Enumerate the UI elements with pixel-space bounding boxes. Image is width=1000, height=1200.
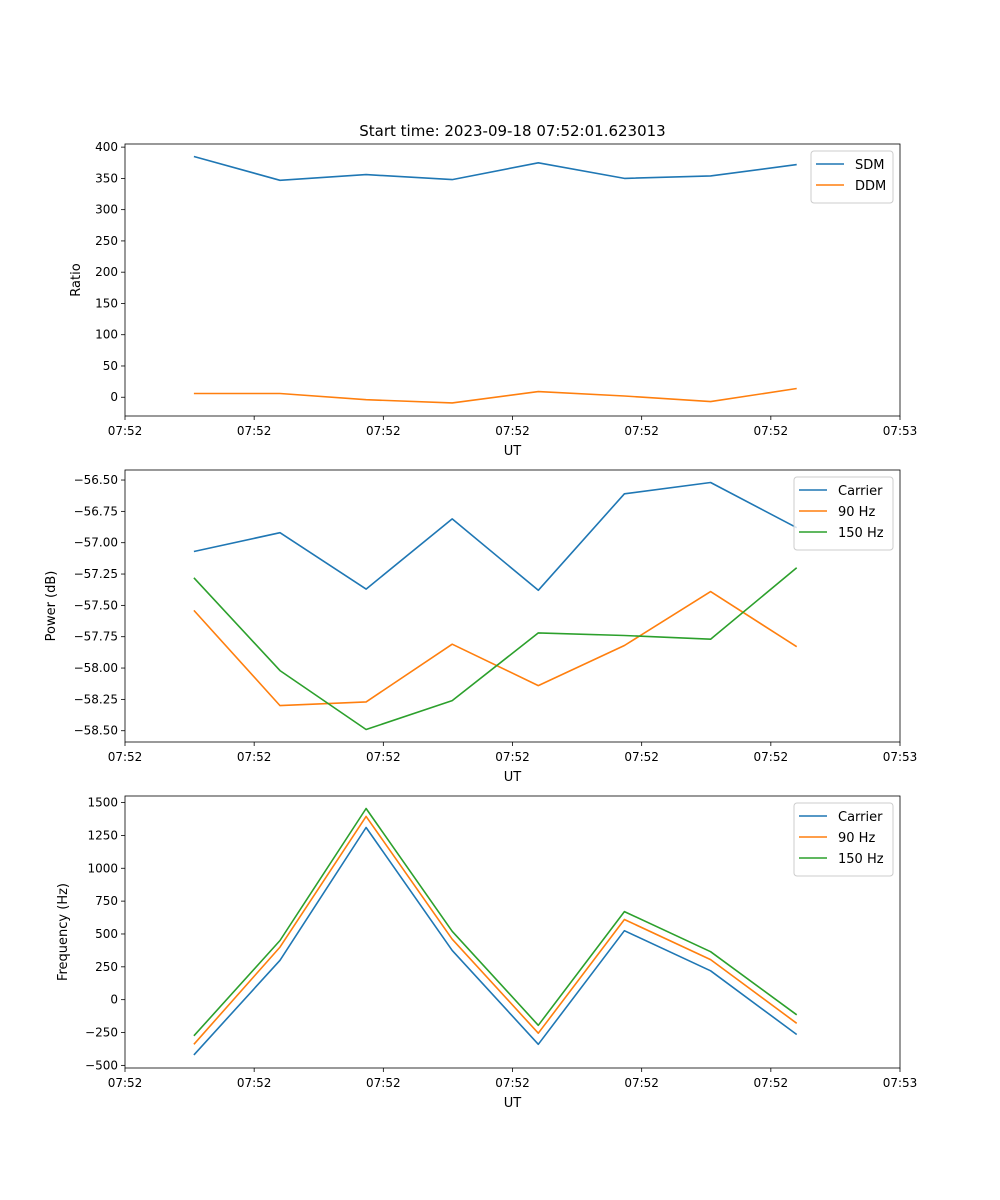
- y-tick-label: −57.50: [74, 598, 118, 612]
- legend-label: 150 Hz: [838, 526, 884, 541]
- series-line-carrier: [193, 826, 798, 1056]
- y-tick-label: −57.00: [74, 536, 118, 550]
- y-tick-label: 350: [95, 171, 118, 185]
- series-line-carrier: [193, 481, 798, 592]
- x-axis-label: UT: [504, 444, 522, 459]
- y-tick-label: −58.00: [74, 661, 118, 675]
- y-tick-label: 1500: [87, 796, 118, 810]
- y-tick-label: 250: [95, 960, 118, 974]
- x-tick-label: 07:52: [754, 1076, 789, 1090]
- y-tick-label: −250: [85, 1026, 118, 1040]
- chart-2: 07:52 07:52 07:52 07:52 07:52 07:52 07:53 −58.5…: [44, 469, 918, 785]
- y-tick-label: 400: [95, 140, 118, 154]
- x-tick-label: 07:52: [624, 1076, 659, 1090]
- legend: Carrier 90 Hz 150 Hz: [793, 802, 894, 877]
- x-tick-label: 07:52: [624, 750, 659, 764]
- series-line-150-hz: [193, 807, 798, 1037]
- y-tick-label: −58.25: [74, 692, 118, 706]
- legend-label: SDM: [855, 158, 884, 173]
- y-axis-label: Power (dB): [44, 571, 59, 642]
- y-tick-label: 50: [103, 359, 118, 373]
- x-axis-label: UT: [504, 770, 522, 785]
- series-line-90-hz: [193, 590, 798, 707]
- x-tick-label: 07:52: [108, 424, 143, 438]
- y-tick-label: 300: [95, 203, 118, 217]
- y-tick-label: −57.75: [74, 630, 118, 644]
- y-tick-label: −57.25: [74, 567, 118, 581]
- y-tick-label: 100: [95, 328, 118, 342]
- series-line-ddm: [193, 387, 797, 404]
- x-tick-label: 07:52: [237, 424, 272, 438]
- y-axis-label: Ratio: [69, 263, 84, 296]
- chart-panels: 07:52 07:52 07:52 07:52 07:52 07:52 07:53 0 50 10…: [44, 140, 917, 1111]
- y-tick-label: −56.75: [74, 504, 118, 518]
- y-tick-label: −56.50: [74, 473, 118, 487]
- y-tick-label: 750: [95, 894, 118, 908]
- legend-label: 90 Hz: [838, 831, 875, 846]
- x-axis-label: UT: [504, 1096, 522, 1111]
- y-axis-label: Frequency (Hz): [56, 883, 71, 981]
- y-tick-label: 1250: [87, 828, 118, 842]
- x-tick-label: 07:52: [495, 424, 530, 438]
- series-line-90-hz: [193, 815, 798, 1045]
- y-tick-label: −58.50: [74, 724, 118, 738]
- x-tick-label: 07:52: [237, 1076, 272, 1090]
- x-tick-label: 07:52: [495, 750, 530, 764]
- y-tick-label: 500: [95, 927, 118, 941]
- x-tick-label: 07:52: [754, 424, 789, 438]
- x-tick-label: 07:52: [495, 1076, 530, 1090]
- y-tick-label: 150: [95, 296, 118, 310]
- legend-label: 90 Hz: [838, 505, 875, 520]
- x-tick-label: 07:52: [624, 424, 659, 438]
- x-tick-label: 07:52: [366, 1076, 401, 1090]
- chart-3: 07:52 07:52 07:52 07:52 07:52 07:52 07:53 −500 −…: [56, 796, 917, 1111]
- legend-label: Carrier: [838, 484, 883, 499]
- legend-label: 150 Hz: [838, 852, 884, 867]
- legend: Carrier 90 Hz 150 Hz: [793, 476, 894, 551]
- series-line-150-hz: [193, 567, 798, 731]
- x-tick-label: 07:52: [108, 1076, 143, 1090]
- x-tick-label: 07:53: [883, 750, 918, 764]
- x-tick-label: 07:52: [754, 750, 789, 764]
- y-tick-label: −500: [85, 1058, 118, 1072]
- legend: SDM DDM: [810, 150, 894, 204]
- y-tick-label: 200: [95, 265, 118, 279]
- series-line-sdm: [193, 155, 797, 182]
- x-tick-label: 07:52: [366, 750, 401, 764]
- chart-1: 07:52 07:52 07:52 07:52 07:52 07:52 07:53 0 50 10…: [69, 140, 917, 459]
- x-tick-label: 07:53: [883, 424, 918, 438]
- x-tick-label: 07:53: [883, 1076, 918, 1090]
- legend-label: DDM: [855, 179, 886, 194]
- x-tick-label: 07:52: [108, 750, 143, 764]
- x-tick-label: 07:52: [366, 424, 401, 438]
- y-tick-label: 0: [110, 993, 118, 1007]
- x-tick-label: 07:52: [237, 750, 272, 764]
- y-tick-label: 0: [110, 390, 118, 404]
- figure-title: Start time: 2023-09-18 07:52:01.623013: [359, 122, 665, 140]
- y-tick-label: 1000: [87, 861, 118, 875]
- y-tick-label: 250: [95, 234, 118, 248]
- legend-label: Carrier: [838, 810, 883, 825]
